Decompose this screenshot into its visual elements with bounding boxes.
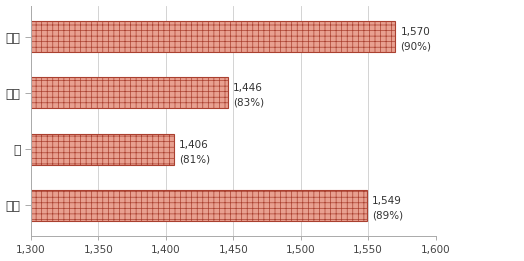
Text: 1,446: 1,446	[233, 83, 263, 93]
Text: (89%): (89%)	[372, 211, 403, 221]
Text: (81%): (81%)	[179, 154, 211, 164]
Bar	[31, 134, 174, 165]
Text: 1,549: 1,549	[372, 196, 402, 206]
Bar	[31, 77, 228, 108]
Bar	[31, 21, 395, 52]
Text: (83%): (83%)	[233, 98, 265, 108]
Text: (90%): (90%)	[400, 42, 431, 52]
Text: 1,570: 1,570	[400, 27, 430, 37]
Text: 1,406: 1,406	[179, 140, 209, 150]
Bar	[31, 190, 367, 221]
